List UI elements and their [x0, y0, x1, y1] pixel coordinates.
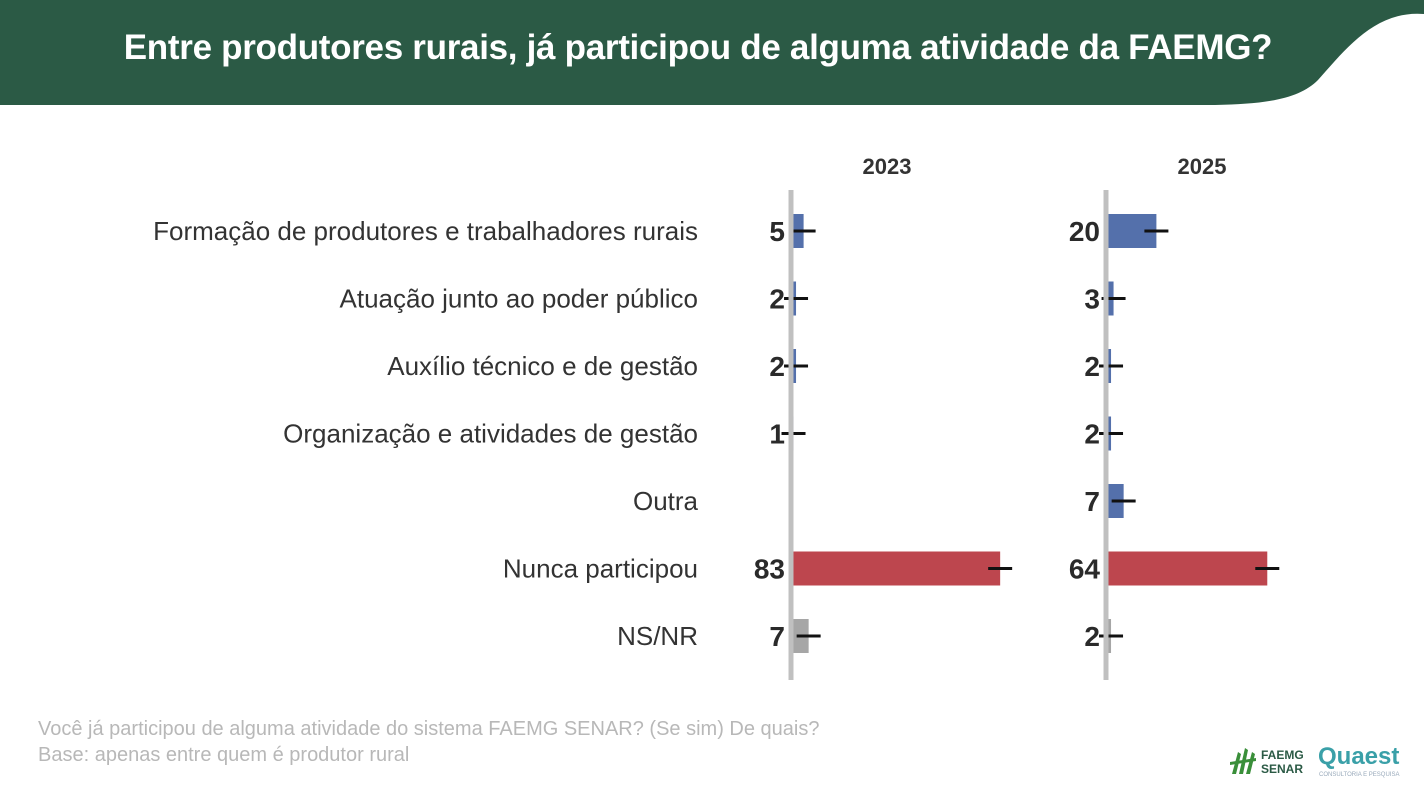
base-footnote: Base: apenas entre quem é produtor rural — [38, 744, 410, 766]
series-header: 2023 — [863, 154, 912, 179]
quaest-logo-text: Quaest — [1318, 743, 1399, 770]
question-footnote: Você já participou de alguma atividade d… — [38, 718, 820, 740]
category-label: Auxílio técnico e de gestão — [387, 351, 698, 381]
category-label: Formação de produtores e trabalhadores r… — [153, 216, 698, 246]
page-title: Entre produtores rurais, já participou d… — [123, 28, 1273, 67]
category-label: Organização e atividades de gestão — [283, 419, 698, 449]
category-label: Atuação junto ao poder público — [340, 284, 699, 314]
value-label: 5 — [769, 216, 785, 247]
value-label: 7 — [769, 621, 785, 652]
faemg-senar-logo-mark: FAEMG SENAR — [1230, 748, 1304, 776]
quaest-logo-tagline: CONSULTORIA E PESQUISA — [1319, 772, 1399, 778]
quaest-logo-mark: Quaest CONSULTORIA E PESQUISA — [1309, 743, 1399, 778]
faemg-logo-text-line1: FAEMG — [1261, 748, 1304, 762]
value-label: 2 — [1084, 419, 1100, 450]
chart: Formação de produtores e trabalhadores r… — [153, 154, 1280, 680]
value-label: 2 — [769, 351, 785, 382]
category-label: NS/NR — [617, 621, 698, 651]
value-label: 20 — [1069, 216, 1100, 247]
bar — [1106, 551, 1268, 586]
value-label: 3 — [1084, 284, 1100, 315]
header-background — [0, 0, 1424, 105]
value-label: 2 — [769, 284, 785, 315]
value-label: 7 — [1084, 486, 1100, 517]
faemg-senar-logo: FAEMG SENAR — [1230, 744, 1314, 783]
faemg-logo-text-line2: SENAR — [1261, 762, 1303, 776]
header-banner: Entre produtores rurais, já participou d… — [0, 0, 1424, 105]
bar — [791, 551, 1001, 586]
quaest-logo: Quaest CONSULTORIA E PESQUISA — [1309, 740, 1406, 785]
value-label: 2 — [1084, 351, 1100, 382]
value-label: 1 — [769, 419, 785, 450]
value-label: 64 — [1069, 554, 1101, 585]
value-label: 2 — [1084, 621, 1100, 652]
category-label: Outra — [633, 486, 699, 516]
category-label: Nunca participou — [503, 554, 698, 584]
series-header: 2025 — [1178, 154, 1227, 179]
value-label: 83 — [754, 554, 785, 585]
